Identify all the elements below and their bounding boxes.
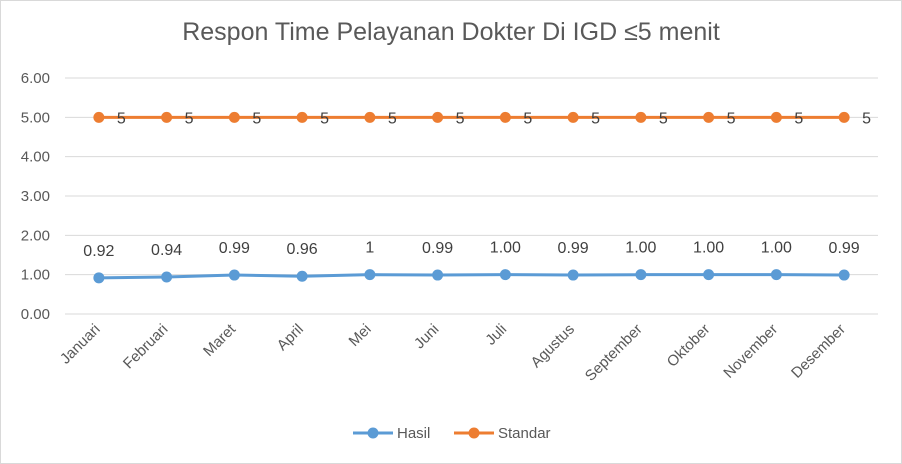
y-tick-label: 0.00 <box>21 306 50 323</box>
data-point-standar <box>703 111 715 123</box>
data-point-standar <box>567 111 579 123</box>
data-label-hasil: 1.00 <box>693 240 724 257</box>
x-tick-label: April <box>274 321 307 354</box>
chart-title: Respon Time Pelayanan Dokter Di IGD ≤5 m… <box>182 18 720 46</box>
x-tick-label: Agustus <box>528 321 578 371</box>
data-label-hasil: 1.00 <box>490 240 521 257</box>
data-label-standar: 5 <box>252 110 261 127</box>
data-point-hasil <box>364 269 376 281</box>
data-label-hasil: 1.00 <box>761 240 792 257</box>
data-point-hasil <box>703 269 715 281</box>
x-tick-label: Maret <box>200 320 240 360</box>
data-label-hasil: 1 <box>365 240 374 257</box>
data-label-standar: 5 <box>320 110 329 127</box>
x-tick-label: September <box>582 321 646 385</box>
y-axis-ticks: 0.00 1.00 2.00 3.00 4.00 5.00 6.00 <box>21 70 50 323</box>
data-label-hasil: 0.99 <box>219 240 250 257</box>
y-tick-label: 2.00 <box>21 227 50 244</box>
data-label-hasil: 0.99 <box>558 240 589 257</box>
data-label-standar: 5 <box>523 110 532 127</box>
data-label-hasil: 0.92 <box>83 243 114 260</box>
data-point-hasil <box>161 271 173 283</box>
data-label-standar: 5 <box>794 110 803 127</box>
data-point-standar <box>838 111 850 123</box>
x-tick-label: Juni <box>411 321 442 352</box>
data-label-standar: 5 <box>727 110 736 127</box>
data-point-standar <box>296 111 308 123</box>
data-label-standar: 5 <box>117 110 126 127</box>
data-label-standar: 5 <box>388 110 397 127</box>
data-point-standar <box>93 111 105 123</box>
legend-label-hasil: Hasil <box>397 425 430 442</box>
legend-marker-standar <box>468 427 480 439</box>
data-label-hasil: 1.00 <box>625 240 656 257</box>
data-point-hasil <box>432 269 444 281</box>
data-point-standar <box>499 111 511 123</box>
data-point-standar <box>770 111 782 123</box>
legend-label-standar: Standar <box>498 425 551 442</box>
data-label-standar: 5 <box>591 110 600 127</box>
data-label-standar: 5 <box>659 110 668 127</box>
data-point-hasil <box>770 269 782 281</box>
x-tick-label: Februari <box>120 321 172 373</box>
data-label-hasil: 0.99 <box>829 240 860 257</box>
data-point-hasil <box>838 269 850 281</box>
data-point-hasil <box>296 270 308 282</box>
y-tick-label: 5.00 <box>21 109 50 126</box>
data-point-hasil <box>228 269 240 281</box>
series-layer: 0.92 0.94 0.99 0.96 1 0.99 1.00 0.99 1.00 1.00 1.0… <box>83 110 871 284</box>
y-tick-label: 6.00 <box>21 70 50 87</box>
data-label-hasil: 0.99 <box>422 240 453 257</box>
data-point-hasil <box>567 269 579 281</box>
data-label-hasil: 0.94 <box>151 242 182 259</box>
x-tick-label: November <box>720 321 781 382</box>
data-label-standar: 5 <box>456 110 465 127</box>
x-axis-ticks: Januari Februari Maret April Mei Juni Juli Agus… <box>57 320 849 384</box>
x-tick-label: Juli <box>482 321 510 349</box>
y-tick-label: 3.00 <box>21 188 50 205</box>
data-point-hasil <box>93 272 105 284</box>
data-point-standar <box>228 111 240 123</box>
data-label-hasil: 0.96 <box>287 241 318 258</box>
legend-marker-hasil <box>367 427 379 439</box>
series-line-hasil <box>98 273 845 280</box>
data-point-standar <box>432 111 444 123</box>
y-tick-label: 4.00 <box>21 149 50 166</box>
x-tick-label: Januari <box>57 321 104 368</box>
data-point-hasil <box>635 269 647 281</box>
data-point-standar <box>635 111 647 123</box>
x-tick-label: Oktober <box>664 321 714 371</box>
legend: Hasil Standar <box>353 425 551 442</box>
y-tick-label: 1.00 <box>21 267 50 284</box>
x-tick-label: Mei <box>346 321 375 350</box>
data-point-standar <box>364 111 376 123</box>
data-label-standar: 5 <box>862 110 871 127</box>
data-label-standar: 5 <box>185 110 194 127</box>
data-point-hasil <box>499 269 511 281</box>
data-point-standar <box>161 111 173 123</box>
x-tick-label: Desember <box>788 321 849 382</box>
